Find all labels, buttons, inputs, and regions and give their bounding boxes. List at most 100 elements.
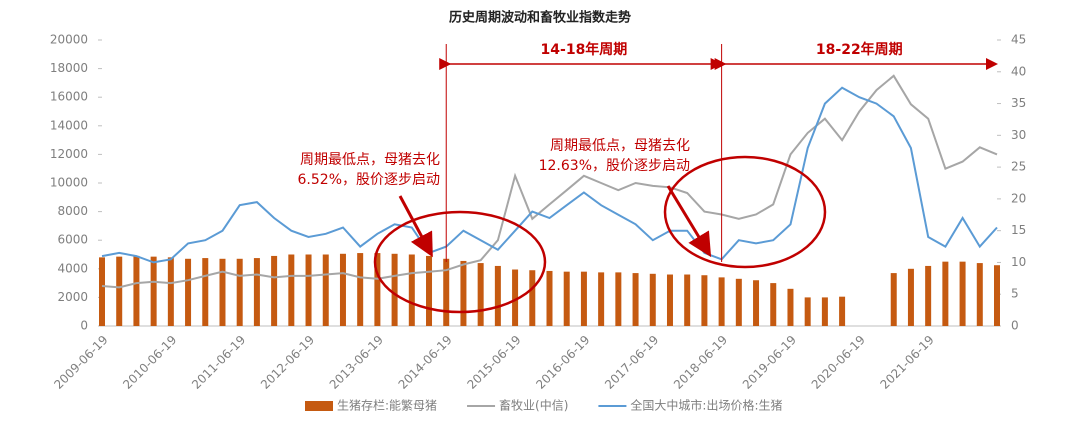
- bar: [890, 273, 897, 326]
- note: 周期最低点，母猪去化: [550, 138, 690, 154]
- note: 12.63%，股价逐步启动: [539, 158, 690, 174]
- bar: [116, 256, 123, 326]
- y2-tick-label: 20: [1011, 191, 1026, 205]
- legend-label: 生猪存栏:能繁母猪: [337, 398, 437, 413]
- bar: [649, 273, 656, 326]
- bar: [907, 268, 914, 326]
- bar: [357, 253, 364, 326]
- x-tick-label: 2017-06-19: [602, 333, 661, 392]
- x-tick-label: 2010-06-19: [120, 333, 179, 392]
- bar: [477, 263, 484, 326]
- bar: [580, 271, 587, 326]
- bar: [529, 270, 536, 326]
- bar: [236, 258, 243, 326]
- y-tick-label: 14000: [50, 118, 88, 132]
- y-tick-label: 4000: [57, 261, 88, 275]
- x-tick-label: 2009-06-19: [51, 333, 110, 392]
- y2-tick-label: 40: [1011, 64, 1026, 78]
- bar: [322, 254, 329, 326]
- x-tick-label: 2021-06-19: [878, 333, 937, 392]
- bar: [219, 258, 226, 326]
- bar: [133, 255, 140, 326]
- bar: [185, 258, 192, 326]
- bar: [546, 270, 553, 326]
- bar: [512, 269, 519, 326]
- y-tick-label: 6000: [57, 233, 88, 247]
- bar: [150, 256, 157, 326]
- bar: [494, 265, 501, 326]
- bar: [167, 257, 174, 326]
- x-tick-label: 2016-06-19: [533, 333, 592, 392]
- bar: [253, 258, 260, 326]
- bar: [770, 283, 777, 326]
- y2-tick-label: 45: [1011, 33, 1026, 47]
- bar: [288, 254, 295, 326]
- bar: [563, 271, 570, 326]
- y2-tick-label: 15: [1011, 223, 1026, 237]
- y-tick-label: 18000: [50, 61, 88, 75]
- bar: [735, 278, 742, 326]
- bar: [959, 261, 966, 326]
- bar: [99, 257, 105, 326]
- bar: [391, 253, 398, 326]
- bar: [426, 255, 433, 326]
- x-tick-label: 2012-06-19: [258, 333, 317, 392]
- bar: [202, 258, 209, 326]
- y2-tick-label: 5: [1011, 287, 1019, 301]
- bar: [305, 254, 312, 326]
- x-tick-label: 2018-06-19: [671, 333, 730, 392]
- bar: [994, 265, 1000, 326]
- bar: [684, 274, 691, 326]
- period-label: 18-22年周期: [816, 41, 903, 58]
- y-tick-label: 20000: [50, 33, 88, 47]
- y-tick-label: 16000: [50, 90, 88, 104]
- bar: [976, 263, 983, 326]
- bar: [598, 272, 605, 326]
- bar: [339, 253, 346, 326]
- y2-tick-label: 35: [1011, 96, 1026, 110]
- x-tick-label: 2013-06-19: [327, 333, 386, 392]
- x-tick-label: 2019-06-19: [740, 333, 799, 392]
- bar: [821, 297, 828, 326]
- legend-swatch: [305, 401, 333, 411]
- note: 6.52%，股价逐步启动: [298, 172, 440, 188]
- bar: [787, 288, 794, 326]
- highlight-circle: [373, 210, 547, 314]
- chart-title: 历史周期波动和畜牧业指数走势: [449, 10, 631, 26]
- y-tick-label: 8000: [57, 204, 88, 218]
- x-tick-label: 2011-06-19: [189, 333, 248, 392]
- y-tick-label: 10000: [50, 176, 88, 190]
- bar: [701, 275, 708, 326]
- bar: [374, 253, 381, 326]
- period-label: 14-18年周期: [541, 41, 628, 58]
- legend-label: 畜牧业(中信): [499, 398, 568, 413]
- bar: [753, 280, 760, 326]
- bar: [804, 297, 811, 326]
- y2-tick-label: 0: [1011, 319, 1019, 333]
- bar: [942, 261, 949, 326]
- line: [101, 74, 998, 289]
- bar: [839, 296, 846, 326]
- bar: [408, 254, 415, 326]
- legend-label: 全国大中城市:出场价格:生猪: [630, 398, 782, 413]
- y-tick-label: 0: [80, 319, 88, 333]
- bar: [615, 272, 622, 326]
- y2-tick-label: 10: [1011, 255, 1026, 269]
- bar: [666, 274, 673, 326]
- y-tick-label: 2000: [57, 290, 88, 304]
- bar: [925, 265, 932, 326]
- bar: [460, 260, 467, 326]
- bar: [632, 273, 639, 326]
- x-tick-label: 2014-06-19: [396, 333, 455, 392]
- highlight-circle: [663, 155, 827, 269]
- y2-tick-label: 30: [1011, 128, 1026, 142]
- y-tick-label: 12000: [50, 147, 88, 161]
- bar: [718, 277, 725, 326]
- note-arrow: [398, 195, 433, 258]
- y2-tick-label: 25: [1011, 160, 1026, 174]
- x-tick-label: 2020-06-19: [809, 333, 868, 392]
- bar: [271, 255, 278, 326]
- note-arrow: [666, 185, 712, 258]
- x-tick-label: 2015-06-19: [464, 333, 523, 392]
